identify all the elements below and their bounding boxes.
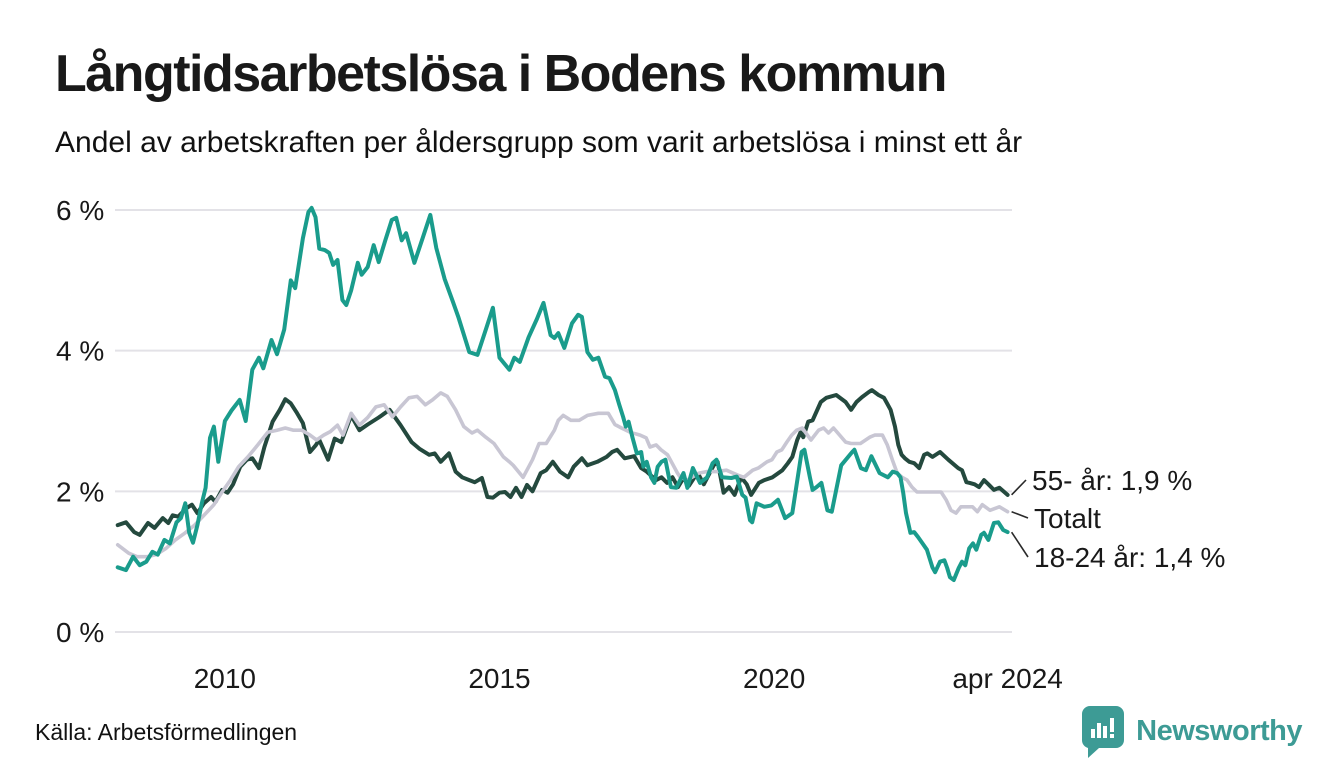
x-axis-tick-label: apr 2024 xyxy=(952,663,1063,694)
x-axis-tick-label: 2015 xyxy=(468,663,530,694)
series-end-label: 55- år: 1,9 % xyxy=(1032,465,1192,496)
source-note: Källa: Arbetsförmedlingen xyxy=(35,719,298,745)
series-line-age1824 xyxy=(115,205,1010,582)
y-axis-tick-label: 4 % xyxy=(56,336,104,367)
annotation-connector xyxy=(1011,510,1029,519)
chart-title: Långtidsarbetslösa i Bodens kommun xyxy=(55,45,947,103)
newsworthy-bubble-icon xyxy=(1082,706,1125,758)
y-axis-tick-label: 6 % xyxy=(56,195,104,226)
newsworthy-wordmark: Newsworthy xyxy=(1136,714,1302,747)
series-end-label: 18-24 år: 1,4 % xyxy=(1034,542,1225,573)
annotation-connector xyxy=(1011,479,1027,496)
x-axis-tick-label: 2010 xyxy=(194,663,256,694)
chart-subtitle: Andel av arbetskraften per åldersgrupp s… xyxy=(55,126,1023,159)
series-line-age55 xyxy=(115,388,1010,537)
y-axis-tick-label: 2 % xyxy=(56,476,104,507)
y-axis-tick-label: 0 % xyxy=(56,617,104,648)
annotation-connector xyxy=(1010,531,1029,558)
series-end-label: Totalt xyxy=(1034,503,1101,534)
newsworthy-logo: Newsworthy xyxy=(1080,704,1302,758)
series-line-total xyxy=(115,391,1010,559)
x-axis-tick-label: 2020 xyxy=(743,663,805,694)
